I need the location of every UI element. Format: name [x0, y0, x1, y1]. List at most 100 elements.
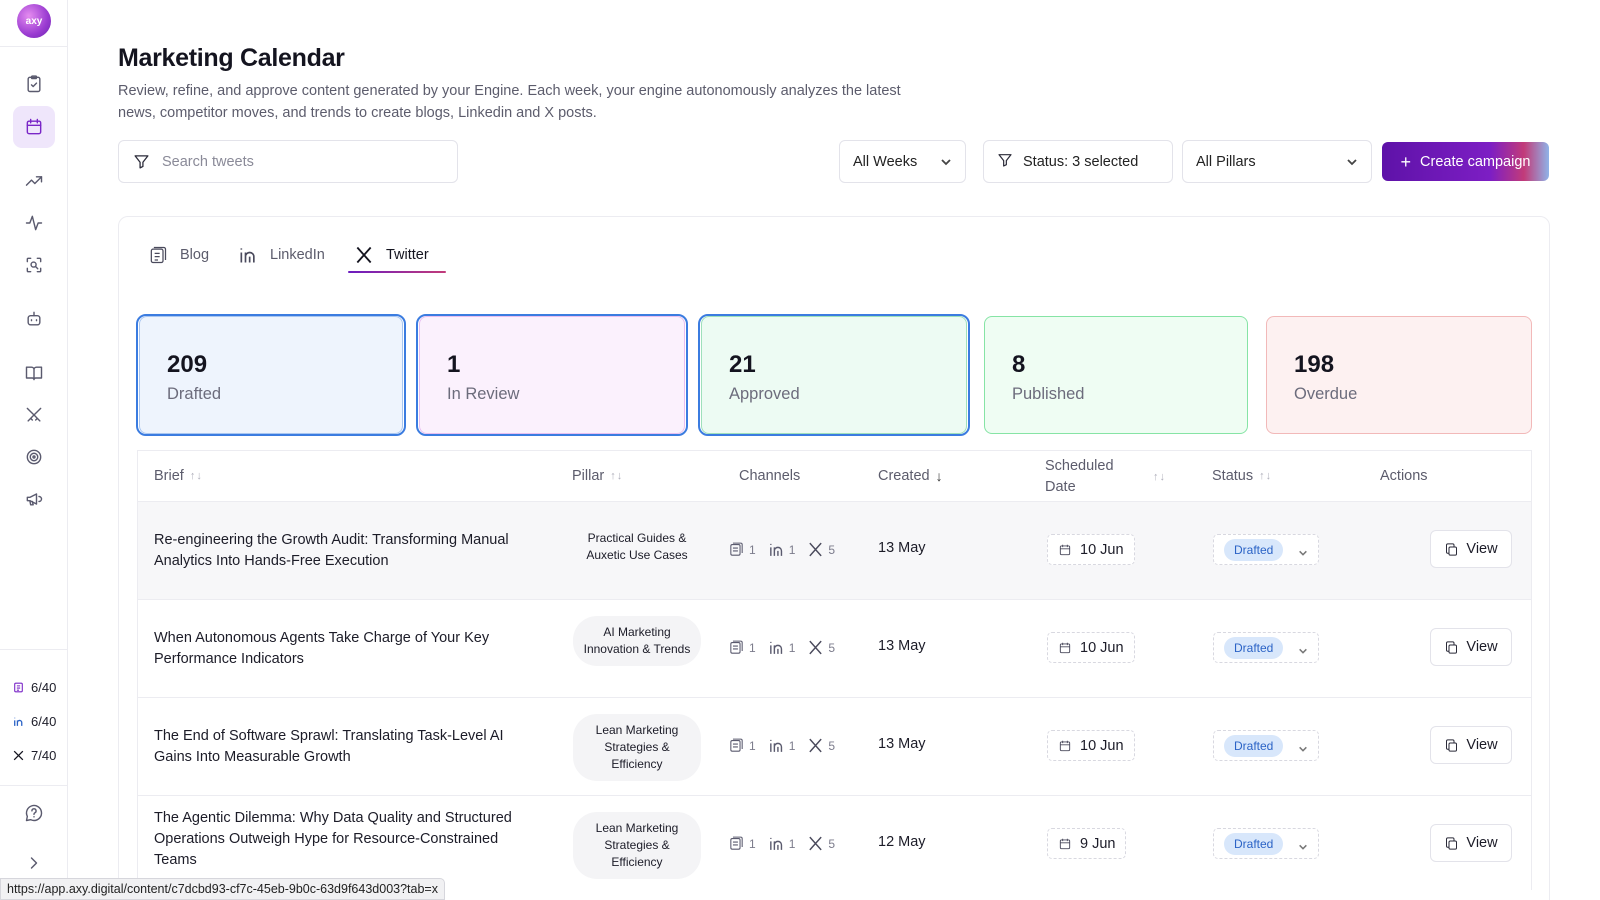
- search-input[interactable]: [162, 153, 432, 170]
- nav-scan-icon[interactable]: [13, 244, 55, 286]
- status-filter-label: Status: 3 selected: [1023, 153, 1139, 170]
- view-button-label: View: [1466, 737, 1498, 753]
- chevron-down-icon: [1346, 156, 1358, 168]
- x-count: 5: [828, 738, 836, 753]
- tab-blog[interactable]: Blog: [148, 236, 209, 274]
- row-scheduled-date[interactable]: 9 Jun: [1047, 828, 1127, 859]
- column-header-created[interactable]: Created ↓: [878, 468, 943, 484]
- stat-label: Published: [1012, 385, 1085, 403]
- column-header-label: Actions: [1380, 468, 1428, 484]
- scheduled-date-value: 9 Jun: [1080, 835, 1116, 852]
- view-button-label: View: [1466, 835, 1498, 851]
- view-button[interactable]: View: [1430, 530, 1512, 568]
- column-header-label: Brief: [154, 468, 184, 484]
- view-button[interactable]: View: [1430, 726, 1512, 764]
- sidebar: axy 6/40 6/40 7/40: [0, 0, 68, 900]
- column-header-status[interactable]: Status ↑↓: [1212, 468, 1272, 484]
- row-created: 12 May: [878, 834, 926, 850]
- nav-bot-icon[interactable]: [13, 298, 55, 340]
- table-row[interactable]: The Agentic Dilemma: Why Data Quality an…: [138, 795, 1531, 893]
- app-logo[interactable]: axy: [17, 4, 51, 38]
- row-brief[interactable]: When Autonomous Agents Take Charge of Yo…: [154, 630, 490, 667]
- blog-count: 1: [749, 836, 756, 851]
- weeks-select[interactable]: All Weeks: [839, 140, 966, 183]
- row-status-select[interactable]: Drafted: [1213, 534, 1319, 565]
- nav-swords-icon[interactable]: [13, 394, 55, 436]
- row-scheduled-date[interactable]: 10 Jun: [1047, 534, 1135, 565]
- sidebar-divider: [0, 46, 67, 47]
- linkedin-icon: [240, 248, 255, 263]
- status-badge: Drafted: [1224, 832, 1284, 855]
- copy-icon: [1446, 738, 1458, 752]
- row-status-select[interactable]: Drafted: [1213, 632, 1319, 663]
- table-row[interactable]: Re-engineering the Growth Audit: Transfo…: [138, 501, 1531, 599]
- row-scheduled-date[interactable]: 10 Jun: [1047, 730, 1135, 761]
- stat-card-overdue[interactable]: 198 Overdue: [1266, 316, 1532, 434]
- search-box[interactable]: [118, 140, 458, 183]
- expand-sidebar-icon[interactable]: [13, 842, 55, 884]
- pillars-select[interactable]: All Pillars: [1182, 140, 1372, 183]
- row-channels: 1 1 5: [728, 639, 843, 656]
- page-description: Review, refine, and approve content gene…: [118, 83, 901, 121]
- nav-tasks-icon[interactable]: [13, 63, 55, 105]
- blog-count: 1: [749, 640, 756, 655]
- chevron-down-icon: [1298, 643, 1308, 654]
- column-header-brief[interactable]: Brief ↑↓: [154, 468, 203, 484]
- nav-megaphone-icon[interactable]: [13, 478, 55, 520]
- tab-linkedin[interactable]: LinkedIn: [238, 236, 325, 274]
- table-row[interactable]: The End of Software Sprawl: Translating …: [138, 697, 1531, 795]
- stat-card-drafted[interactable]: 209 Drafted: [139, 316, 403, 434]
- row-brief[interactable]: Re-engineering the Growth Audit: Transfo…: [154, 532, 509, 569]
- create-campaign-button[interactable]: + Create campaign: [1382, 142, 1549, 181]
- nav-trending-icon[interactable]: [13, 160, 55, 202]
- column-header-scheduled[interactable]: Scheduled Date ↑↓: [1045, 456, 1166, 498]
- tab-twitter[interactable]: Twitter: [354, 236, 429, 274]
- stat-card-in-review[interactable]: 1 In Review: [419, 316, 685, 434]
- stat-value: 209: [167, 351, 208, 378]
- row-status-select[interactable]: Drafted: [1213, 828, 1319, 859]
- blog-count: 1: [749, 542, 756, 557]
- sort-icon: ↑↓: [189, 470, 203, 482]
- nav-calendar-icon[interactable]: [13, 106, 55, 148]
- browser-status-bar: https://app.axy.digital/content/c7dcbd93…: [0, 878, 445, 900]
- stat-card-approved[interactable]: 21 Approved: [701, 316, 967, 434]
- column-header-label: Scheduled Date: [1045, 458, 1114, 495]
- page-title: Marketing Calendar: [118, 44, 345, 72]
- chevron-down-icon: [940, 156, 952, 168]
- blog-count: 1: [749, 738, 756, 753]
- view-button[interactable]: View: [1430, 628, 1512, 666]
- calendar-icon: [1059, 838, 1071, 849]
- stat-card-published[interactable]: 8 Published: [984, 316, 1248, 434]
- column-header-channels: Channels: [739, 468, 800, 484]
- view-button[interactable]: View: [1430, 824, 1512, 862]
- linkedin-icon: [769, 641, 782, 654]
- tab-linkedin-label: LinkedIn: [270, 247, 325, 263]
- row-pillar: Lean Marketing Strategies & Efficiency: [573, 714, 701, 781]
- row-pillar: AI Marketing Innovation & Trends: [573, 616, 701, 666]
- status-bar-url: https://app.axy.digital/content/c7dcbd93…: [7, 882, 438, 896]
- help-icon[interactable]: [13, 792, 55, 834]
- column-header-label: Pillar: [572, 468, 605, 484]
- status-filter[interactable]: Status: 3 selected: [983, 140, 1173, 183]
- column-header-pillar[interactable]: Pillar ↑↓: [572, 468, 623, 484]
- row-brief[interactable]: The Agentic Dilemma: Why Data Quality an…: [154, 810, 512, 868]
- filter-icon: [134, 155, 149, 169]
- linkedin-count: 1: [788, 836, 796, 851]
- row-created: 13 May: [878, 540, 926, 556]
- x-count: 5: [828, 640, 836, 655]
- table-row[interactable]: When Autonomous Agents Take Charge of Yo…: [138, 599, 1531, 697]
- nav-book-icon[interactable]: [13, 352, 55, 394]
- linkedin-icon: [14, 717, 23, 726]
- row-brief[interactable]: The End of Software Sprawl: Translating …: [154, 728, 504, 765]
- linkedin-count: 1: [788, 640, 796, 655]
- row-scheduled-date[interactable]: 10 Jun: [1047, 632, 1135, 663]
- status-badge: Drafted: [1224, 538, 1284, 561]
- column-header-actions: Actions: [1380, 468, 1428, 484]
- status-badge: Drafted: [1224, 734, 1284, 757]
- row-status-select[interactable]: Drafted: [1213, 730, 1319, 761]
- copy-icon: [1446, 542, 1458, 556]
- nav-activity-icon[interactable]: [13, 202, 55, 244]
- row-channels: 1 1 5: [728, 737, 843, 754]
- content-table: [137, 450, 1532, 890]
- nav-target-icon[interactable]: [13, 436, 55, 478]
